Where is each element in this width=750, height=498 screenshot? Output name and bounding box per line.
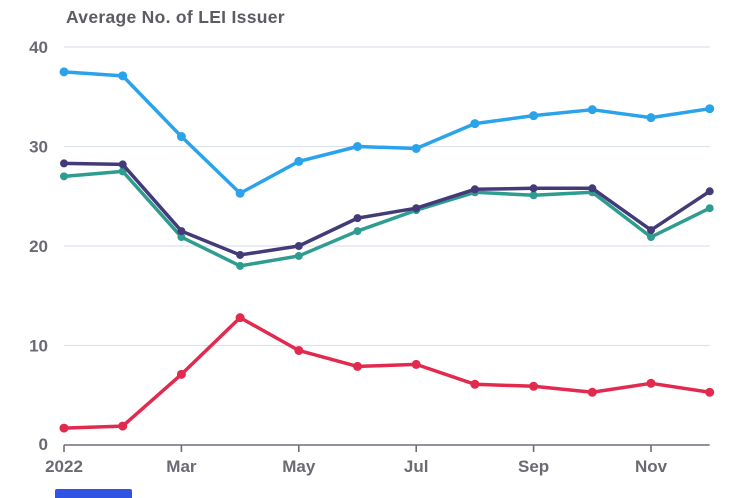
chart-title: Average No. of LEI Issuer <box>66 7 285 27</box>
series-dark-purple-point <box>588 184 597 193</box>
series-light-blue-point <box>118 71 128 81</box>
series-teal-point <box>60 172 68 181</box>
series-light-blue-point <box>59 67 69 77</box>
series-teal-point <box>529 191 538 200</box>
x-axis-tick-label: Nov <box>635 457 668 476</box>
series-light-blue-point <box>294 156 304 166</box>
series-red-point <box>529 381 539 391</box>
series-teal-point <box>647 233 655 242</box>
y-axis-tick-label: 20 <box>29 237 48 256</box>
x-axis-tick-label: Mar <box>166 457 197 476</box>
series-red-point <box>59 423 69 433</box>
series-red-point <box>411 359 421 369</box>
series-teal-point <box>705 204 714 213</box>
series-light-blue-point <box>587 105 597 115</box>
series-teal-point <box>177 233 186 242</box>
y-axis-tick-label: 10 <box>29 337 48 356</box>
series-light-blue-point <box>176 132 186 142</box>
x-axis-tick-label: May <box>282 457 316 476</box>
y-axis-tick-label: 40 <box>29 38 48 57</box>
series-light-blue-point <box>470 119 480 129</box>
series-red-point <box>646 378 656 388</box>
series-teal-point <box>118 167 127 176</box>
y-axis-tick-label: 0 <box>39 435 48 454</box>
series-red-point <box>705 387 715 397</box>
series-light-blue-point <box>353 142 362 151</box>
series-light-blue-point <box>705 104 715 114</box>
series-dark-purple-point <box>60 159 68 168</box>
series-red-line <box>62 315 712 430</box>
series-teal-line <box>62 169 712 268</box>
series-dark-purple-point <box>177 227 186 236</box>
x-axis-tick-label: Jul <box>404 457 429 476</box>
series-dark-purple-point <box>118 160 127 169</box>
series-red-point <box>176 369 186 379</box>
series-red-point <box>294 345 304 355</box>
series-teal-point <box>353 227 362 236</box>
clipped-blue-element[interactable] <box>55 489 132 498</box>
series-light-blue-point <box>529 111 539 121</box>
series-light-blue-point <box>646 113 656 123</box>
series-dark-purple-line <box>62 161 712 257</box>
y-axis-tick-label: 30 <box>29 138 48 157</box>
series-dark-purple-point <box>294 242 303 250</box>
series-teal-point <box>294 251 303 260</box>
x-axis-tick-label: Sep <box>518 457 549 476</box>
series-light-blue-line <box>62 70 712 196</box>
series-dark-purple-point <box>236 250 245 259</box>
series-teal-point <box>236 261 245 270</box>
x-axis-tick-label: 2022 <box>45 457 83 476</box>
series-dark-purple-point <box>353 214 362 223</box>
series-dark-purple-point <box>412 204 421 213</box>
series-red-point <box>118 421 128 431</box>
series-red-point <box>587 387 597 397</box>
series-dark-purple-point <box>705 187 714 196</box>
series-light-blue-point <box>235 188 245 198</box>
series-red-point <box>470 379 480 389</box>
series-dark-purple-point <box>647 226 655 235</box>
series-light-blue-point <box>411 143 421 153</box>
series-red-point <box>235 313 245 323</box>
series-dark-purple-point <box>529 184 538 193</box>
series-dark-purple-point <box>470 185 479 194</box>
series-red-point <box>353 361 362 371</box>
